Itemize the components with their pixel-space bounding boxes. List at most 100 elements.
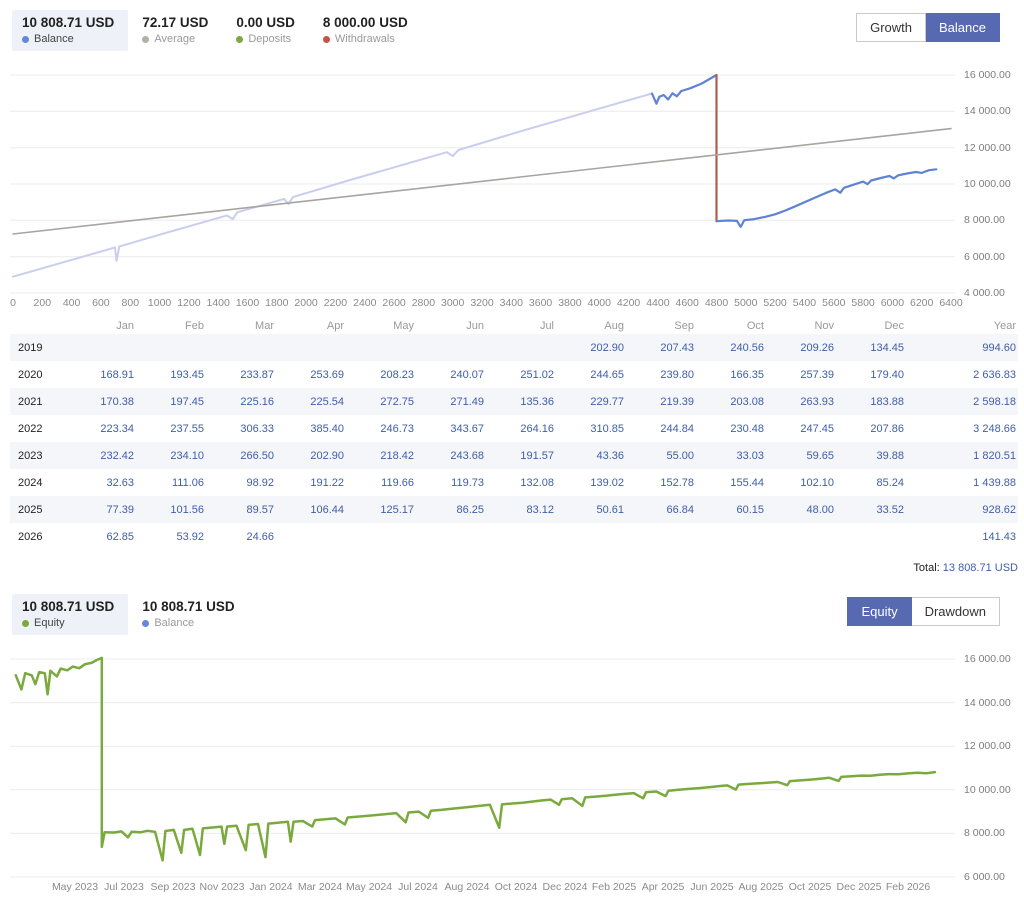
- equity-panel: 10 808.71 USD Equity 10 808.71 USD Balan…: [10, 594, 1024, 897]
- table-row: 2025 77.39 101.56 89.57 106.44 125.17 86.25 83.…: [10, 496, 1018, 523]
- balance-chart-x-axis: 0 200 400 600 800 1000 1200 1400 1600 1800 2000 220…: [10, 297, 963, 313]
- table-cell: 62.85: [106, 530, 134, 543]
- table-cell: 43.36: [596, 449, 624, 462]
- table-cell: 50.61: [596, 503, 624, 516]
- year-label: 2024: [18, 476, 43, 489]
- table-cell: 86.25: [456, 503, 484, 516]
- table-cell: 244.65: [590, 368, 624, 381]
- x-axis-tick: 2600: [382, 297, 406, 309]
- table-cell: 202.90: [310, 449, 344, 462]
- x-axis-tick: Jun 2025: [690, 881, 734, 893]
- total-row: Total: 13 808.71 USD: [10, 562, 1018, 578]
- table-cell: 119.66: [381, 476, 414, 489]
- x-axis-tick: Sep 2023: [150, 881, 196, 893]
- x-axis-tick: Feb 2025: [591, 881, 637, 893]
- table-cell: 155.44: [730, 476, 764, 489]
- equity-chart: 16 000.00 14 000.00 12 000.00 10 000.00 8 00…: [10, 642, 1024, 883]
- table-cell: 232.42: [100, 449, 134, 462]
- table-cell: 24.66: [246, 530, 274, 543]
- y-axis-tick: 12 000.00: [964, 141, 1011, 154]
- y-axis-tick: 14 000.00: [964, 696, 1011, 709]
- table-cell: 253.69: [310, 368, 344, 381]
- table-cell: 257.39: [800, 368, 834, 381]
- y-axis-tick: 8 000.00: [964, 214, 1005, 227]
- y-axis-tick: 12 000.00: [964, 740, 1011, 753]
- column-header: Jan: [116, 319, 134, 332]
- growth-balance-toggle: Growth Balance: [856, 13, 1000, 42]
- column-header: Dec: [884, 319, 904, 332]
- growth-button[interactable]: Growth: [856, 13, 927, 42]
- table-cell: 141.43: [982, 530, 1016, 543]
- balance-chart: 16 000.00 14 000.00 12 000.00 10 000.00 8 00…: [10, 58, 1024, 299]
- equity-legend-item[interactable]: 10 808.71 USD Equity: [12, 594, 129, 635]
- table-cell: 234.10: [170, 449, 204, 462]
- x-axis-tick: 1800: [265, 297, 289, 309]
- x-axis-tick: 4400: [646, 297, 670, 309]
- x-axis-tick: 5600: [822, 297, 846, 309]
- table-cell: 179.40: [870, 368, 904, 381]
- table-row: 2019 202.90 207.43 240.56 209.26 134.45 994.60: [10, 334, 1018, 361]
- balance-legend-item[interactable]: 10 808.71 USD Balance: [12, 10, 129, 51]
- table-cell: 310.85: [590, 422, 624, 435]
- x-axis-tick: 4600: [675, 297, 699, 309]
- x-axis-tick: 4200: [616, 297, 641, 309]
- average-legend-item[interactable]: 72.17 USD Average: [132, 10, 222, 51]
- x-axis-tick: 5400: [792, 297, 817, 309]
- deposits-label: Deposits: [248, 33, 292, 45]
- total-value: 13 808.71 USD: [942, 562, 1018, 574]
- table-cell: 230.48: [730, 422, 764, 435]
- monthly-returns-table: Jan Feb Mar Apr May Jun Jul Aug Sep Oct Nov Dec Year…: [10, 317, 1018, 550]
- x-axis-tick: 6000: [880, 297, 905, 309]
- table-cell: 2 598.18: [973, 395, 1016, 408]
- deposits-dot-icon: [236, 35, 244, 43]
- withdrawals-legend-item[interactable]: 8 000.00 USD Withdrawals: [313, 10, 422, 51]
- table-cell: 223.34: [100, 422, 134, 435]
- table-cell: 193.45: [170, 368, 204, 381]
- x-axis-tick: Feb 2026: [885, 881, 931, 893]
- balance-button[interactable]: Balance: [926, 13, 1000, 42]
- withdrawals-label: Withdrawals: [334, 33, 395, 45]
- column-header: Feb: [185, 319, 204, 332]
- table-cell: 246.73: [380, 422, 414, 435]
- x-axis-tick: 5000: [734, 297, 758, 309]
- average-label: Average: [154, 33, 196, 45]
- y-axis-tick: 10 000.00: [964, 178, 1011, 190]
- x-axis-tick: 3200: [470, 297, 494, 309]
- equity-chart-y-axis: 16 000.00 14 000.00 12 000.00 10 000.00 8 00…: [960, 642, 1024, 883]
- total-label: Total:: [913, 562, 940, 574]
- year-label: 2020: [18, 368, 43, 381]
- table-cell: 106.44: [310, 503, 344, 516]
- x-axis-tick: 1000: [147, 297, 172, 309]
- balance-legend-row: 10 808.71 USD Balance 72.17 USD Average …: [12, 10, 1024, 51]
- table-cell: 33.52: [876, 503, 904, 516]
- x-axis-tick: 5800: [851, 297, 875, 309]
- table-cell: 1 820.51: [973, 449, 1016, 462]
- column-header: Apr: [326, 319, 344, 332]
- table-cell: 48.00: [806, 503, 834, 516]
- balance-dot-icon: [22, 35, 29, 43]
- column-header: Sep: [674, 319, 694, 332]
- table-row: 2020 168.91 193.45 233.87 253.69 208.23 240.07…: [10, 361, 1018, 388]
- x-axis-tick: 6200: [910, 297, 934, 309]
- column-header: Year: [993, 319, 1016, 332]
- x-axis-tick: 5200: [763, 297, 787, 309]
- drawdown-button[interactable]: Drawdown: [911, 597, 1000, 626]
- table-cell: 191.22: [310, 476, 344, 489]
- x-axis-tick: Nov 2023: [199, 881, 245, 893]
- x-axis-tick: 2000: [294, 297, 318, 309]
- table-cell: 264.16: [520, 422, 554, 435]
- x-axis-tick: Jul 2023: [104, 881, 144, 893]
- y-axis-tick: 6 000.00: [964, 871, 1005, 883]
- equity-label: Equity: [34, 617, 65, 629]
- column-header: Jul: [539, 319, 554, 332]
- table-cell: 233.87: [240, 368, 274, 381]
- deposits-legend-item[interactable]: 0.00 USD Deposits: [226, 10, 309, 51]
- table-cell: 168.91: [100, 368, 134, 381]
- equity-balance-legend-item[interactable]: 10 808.71 USD Balance: [132, 594, 248, 635]
- equity-button[interactable]: Equity: [847, 597, 912, 626]
- x-axis-tick: 3600: [528, 297, 553, 309]
- table-row: 2024 32.63 111.06 98.92 191.22 119.66 119.73 13…: [10, 469, 1018, 496]
- table-cell: 271.49: [450, 395, 484, 408]
- table-cell: 60.15: [736, 503, 764, 516]
